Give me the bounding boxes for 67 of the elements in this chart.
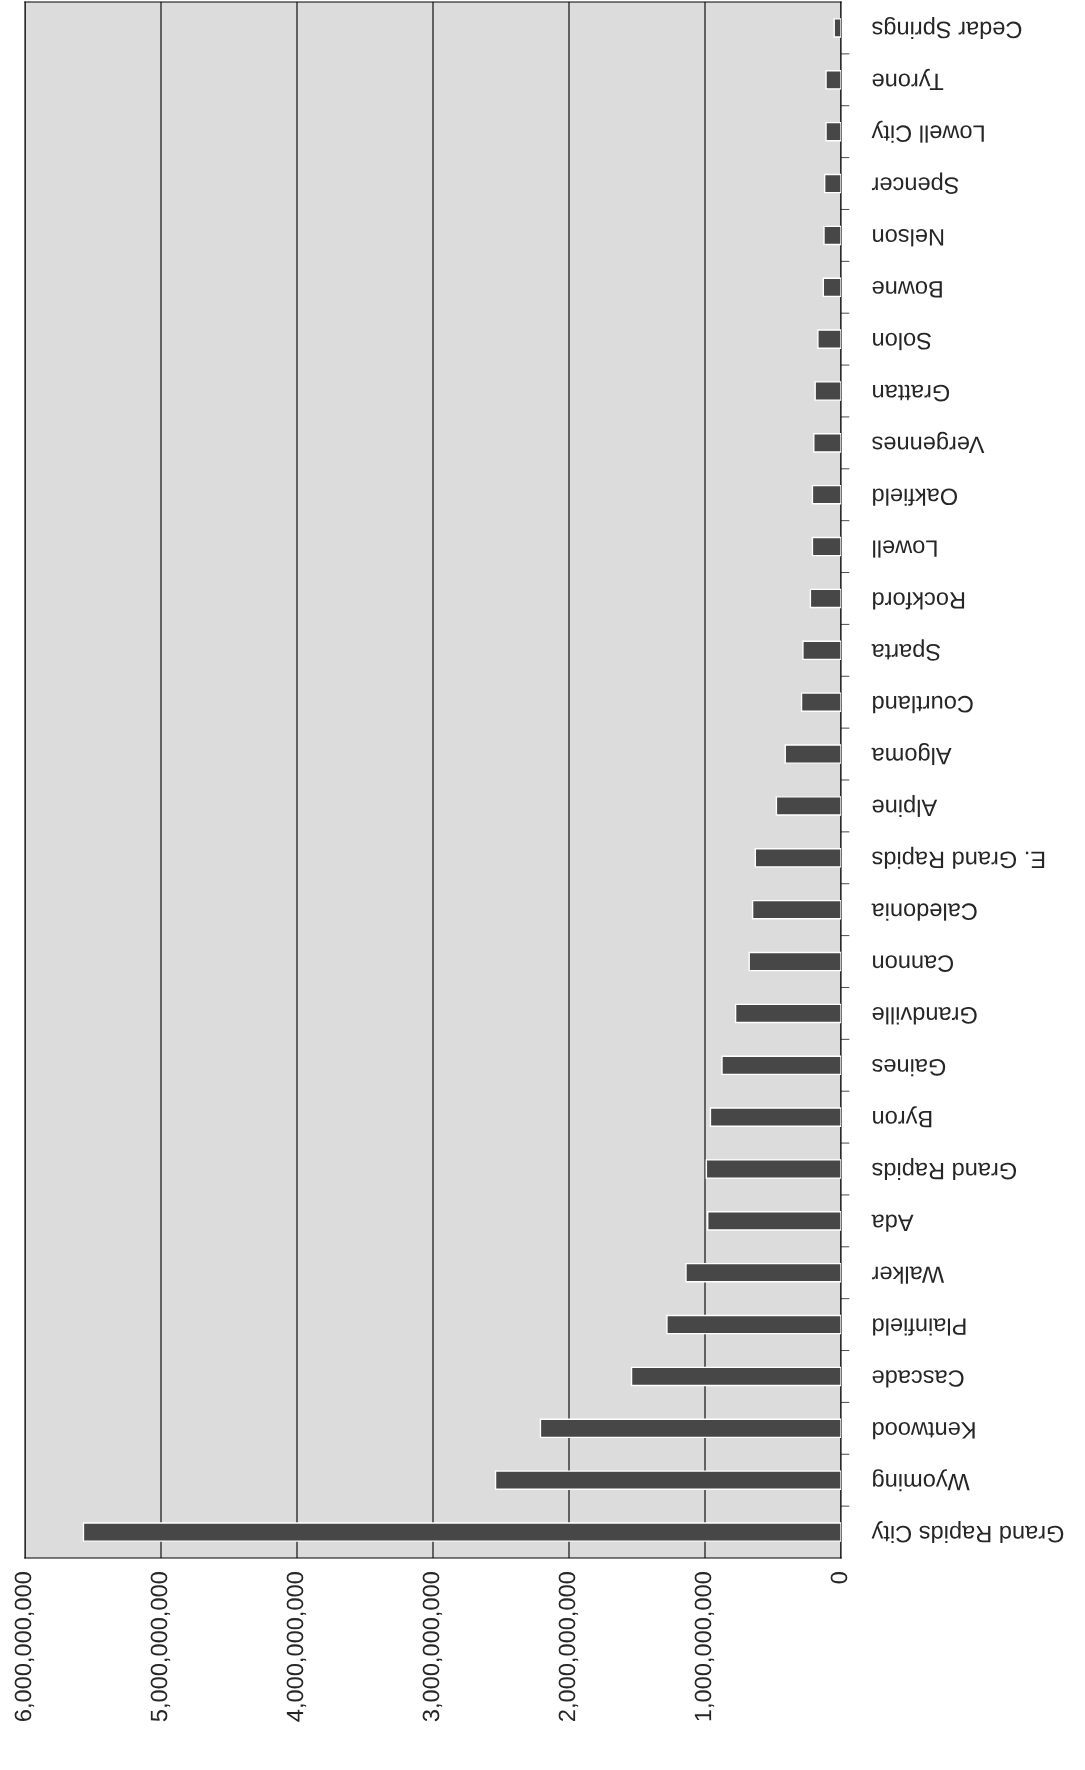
- y-tick-label: Algoma: [871, 743, 952, 766]
- y-tick-label: Plainfield: [873, 1318, 966, 1336]
- bar: [82, 1522, 841, 1542]
- bar: [817, 329, 841, 349]
- y-tick-label: Cascade: [872, 1370, 964, 1388]
- bar: [734, 1003, 841, 1024]
- y-tick-label: Lowell: [873, 540, 937, 558]
- bar: [784, 744, 841, 764]
- bar: [813, 433, 841, 453]
- bar: [685, 1262, 841, 1283]
- bar: [539, 1418, 841, 1439]
- y-tick-label: Nelson: [873, 229, 944, 247]
- x-tick-label: 1,000,000,000: [694, 1572, 715, 1721]
- y-tick-label: Grand Rapids: [872, 1157, 1017, 1181]
- y-tick-label: Tyrone: [872, 68, 944, 90]
- y-tick-label: Gaines: [872, 1058, 946, 1077]
- y-tick-label: Cannon: [873, 955, 954, 972]
- bar: [800, 692, 841, 712]
- bar: [825, 70, 841, 90]
- y-tick-label: Byron: [873, 1106, 932, 1128]
- y-tick-label: Ada: [871, 1214, 914, 1232]
- bar: [811, 484, 841, 505]
- y-tick-label: Courtland: [873, 695, 973, 714]
- x-tick-label: 2,000,000,000: [558, 1572, 579, 1721]
- bar: [709, 1107, 841, 1127]
- y-tick-label: Lowell City: [871, 120, 984, 143]
- y-tick-label: Grandville: [872, 1007, 977, 1025]
- bar: [809, 588, 841, 609]
- y-tick-label: E. Grand Rapids: [872, 846, 1045, 869]
- x-tick-label: 3,000,000,000: [422, 1572, 443, 1722]
- x-tick-label: 6,000,000,000: [14, 1572, 35, 1721]
- y-tick-label: Solon: [873, 332, 931, 351]
- y-tick-label: Bowne: [872, 280, 942, 298]
- bar: [822, 277, 841, 298]
- x-tick-label: 4,000,000,000: [286, 1572, 307, 1722]
- x-tick-label: 0: [830, 1572, 848, 1584]
- y-tick-label: Wyoming: [873, 1469, 970, 1492]
- bar: [751, 899, 841, 920]
- y-tick-label: Grand Rapids City: [871, 1521, 1064, 1544]
- bar: [666, 1314, 841, 1335]
- y-tick-label: Kentwood: [873, 1422, 975, 1440]
- y-tick-label: Vergennes: [872, 431, 985, 453]
- bar: [707, 1211, 841, 1231]
- bar: [823, 225, 841, 246]
- y-tick-label: Rockford: [873, 592, 965, 610]
- bar: [811, 536, 841, 557]
- bar: [802, 640, 841, 661]
- bar: [630, 1366, 841, 1387]
- bar: [748, 951, 841, 972]
- bar: [721, 1055, 841, 1076]
- x-tick-label: 5,000,000,000: [150, 1572, 171, 1722]
- bar: [823, 173, 841, 194]
- bar: [814, 381, 841, 401]
- bar: [494, 1470, 841, 1490]
- bar: [825, 121, 841, 142]
- bar: [705, 1159, 841, 1179]
- y-tick-label: Sparta: [871, 639, 941, 661]
- y-tick-label: Alpine: [872, 794, 938, 817]
- y-tick-label: Spencer: [871, 172, 959, 194]
- bar: [754, 848, 841, 868]
- y-tick-label: Oakfield: [873, 488, 958, 506]
- y-tick-label: Grattan: [873, 384, 950, 402]
- bar: [775, 796, 841, 816]
- y-tick-label: Walker: [871, 1266, 945, 1284]
- bar: [833, 18, 841, 38]
- y-tick-label: Cedar Springs: [872, 16, 1022, 39]
- y-tick-label: Caledonia: [871, 903, 977, 921]
